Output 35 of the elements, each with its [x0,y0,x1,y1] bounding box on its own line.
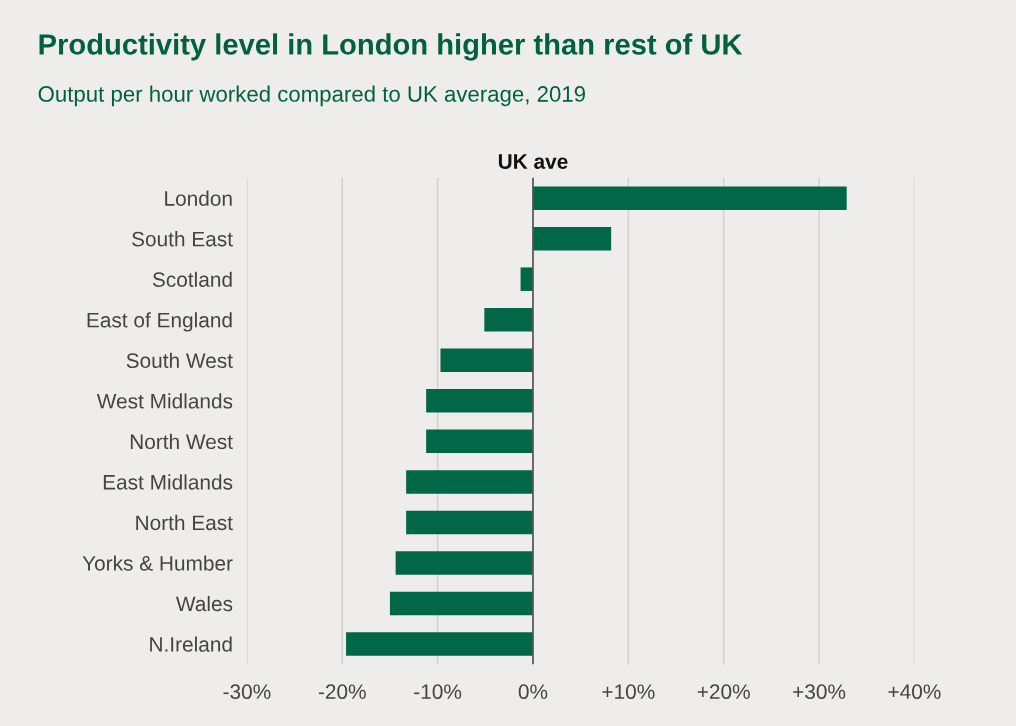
bar [484,307,533,332]
x-tick-label: -30% [223,684,271,700]
bar [532,226,612,251]
bar [406,510,533,535]
x-tick-label: +40% [888,684,941,700]
bar [440,348,533,373]
bar [389,591,533,616]
y-tick-label: North West [130,433,233,450]
bar [395,551,533,575]
bar [532,186,847,210]
ref-line-label: UK ave [498,154,568,169]
bar [426,429,533,454]
y-tick-label: South East [132,231,233,247]
bar [426,389,533,413]
bar [346,632,533,656]
y-tick-label: East Midlands [103,474,233,490]
y-tick-label: Scotland [152,271,232,287]
y-tick-label: South West [126,352,233,369]
x-tick-label: 0% [518,684,548,700]
bar [520,267,533,291]
y-tick-label: Wales [175,595,233,612]
x-tick-label: +30% [793,684,846,700]
y-tick-label: West Midlands [96,393,233,409]
y-tick-label: Yorks & Humber [82,555,233,571]
y-tick-label: East of England [87,312,232,332]
y-tick-label: N.Ireland [150,636,232,652]
x-tick-label: -10% [414,684,462,700]
x-tick-label: -20% [318,684,366,700]
chart-subtitle: Output per hour worked compared to UK average, 2019 [38,85,586,107]
x-tick-label: +20% [697,684,750,700]
y-tick-label: London [165,190,232,206]
chart-title: Productivity level in London higher than rest of UK [39,33,743,61]
bar [406,470,533,494]
y-tick-label: North East [136,514,233,531]
x-tick-label: +10% [602,684,655,700]
